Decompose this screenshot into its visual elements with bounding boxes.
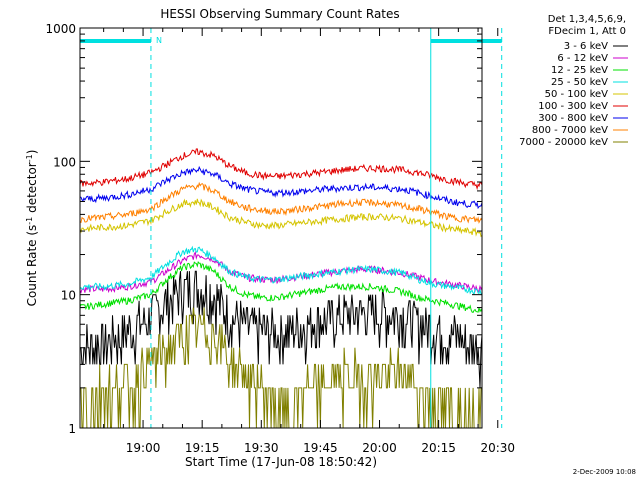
legend-label: 12 - 25 keV bbox=[551, 65, 608, 76]
y-axis: 1 10 100 1000 bbox=[45, 22, 482, 436]
date-stamp: 2-Dec-2009 10:08 bbox=[573, 468, 636, 476]
y-tick-label: 10 bbox=[61, 289, 76, 303]
series-line-7 bbox=[80, 165, 482, 210]
y-tick-label: 100 bbox=[53, 155, 76, 169]
legend-label: 25 - 50 keV bbox=[551, 77, 608, 88]
x-tick-label: 20:00 bbox=[362, 441, 397, 455]
y-axis-label-end: ) bbox=[25, 150, 39, 155]
series-line-8 bbox=[80, 181, 482, 224]
y-axis-label-mid: detector bbox=[25, 162, 39, 217]
x-tick-label: 19:30 bbox=[244, 441, 279, 455]
series-line-5 bbox=[80, 198, 482, 238]
chart-title: HESSI Observing Summary Count Rates bbox=[160, 7, 399, 21]
x-tick-label: 19:15 bbox=[185, 441, 220, 455]
legend-label: 300 - 800 keV bbox=[538, 113, 608, 124]
y-axis-label-main: Count Rate (s bbox=[25, 225, 39, 307]
x-tick-label: 20:15 bbox=[421, 441, 456, 455]
x-axis-label: Start Time (17-Jun-08 18:50:42) bbox=[185, 455, 377, 469]
x-axis: 19:00 19:15 19:30 19:45 20:00 20:15 20:30 bbox=[103, 28, 515, 455]
legend-label: 50 - 100 keV bbox=[545, 89, 609, 100]
series-line-6 bbox=[80, 148, 482, 191]
series-line-9 bbox=[80, 307, 482, 428]
legend-header: FDecim 1, Att 0 bbox=[548, 26, 626, 37]
plot-frame bbox=[79, 27, 483, 429]
y-axis-label-sup1: -1 bbox=[25, 217, 34, 225]
x-tick-label: 20:30 bbox=[480, 441, 515, 455]
y-axis-label: Count Rate (s-1 detector-1) bbox=[25, 150, 40, 307]
legend-label: 7000 - 20000 keV bbox=[519, 137, 608, 148]
legend: Det 1,3,4,5,6,9,FDecim 1, Att 0 3 - 6 keV… bbox=[519, 14, 628, 148]
legend-label: 6 - 12 keV bbox=[557, 53, 608, 64]
legend-label: 100 - 300 keV bbox=[538, 101, 608, 112]
x-tick-label: 19:45 bbox=[303, 441, 338, 455]
legend-label: 800 - 7000 keV bbox=[532, 125, 608, 136]
y-axis-label-sup2: -1 bbox=[25, 154, 34, 162]
series-line-4 bbox=[80, 245, 482, 296]
series-line-1 bbox=[80, 270, 482, 388]
y-tick-label: 1000 bbox=[45, 22, 76, 36]
night-label: N bbox=[156, 36, 162, 45]
y-tick-label: 1 bbox=[68, 422, 76, 436]
x-tick-label: 19:00 bbox=[126, 441, 161, 455]
series-line-2 bbox=[80, 250, 482, 294]
series-layer bbox=[80, 148, 482, 428]
series-line-3 bbox=[80, 261, 482, 314]
legend-label: 3 - 6 keV bbox=[564, 41, 608, 52]
legend-header: Det 1,3,4,5,6,9, bbox=[548, 14, 626, 25]
